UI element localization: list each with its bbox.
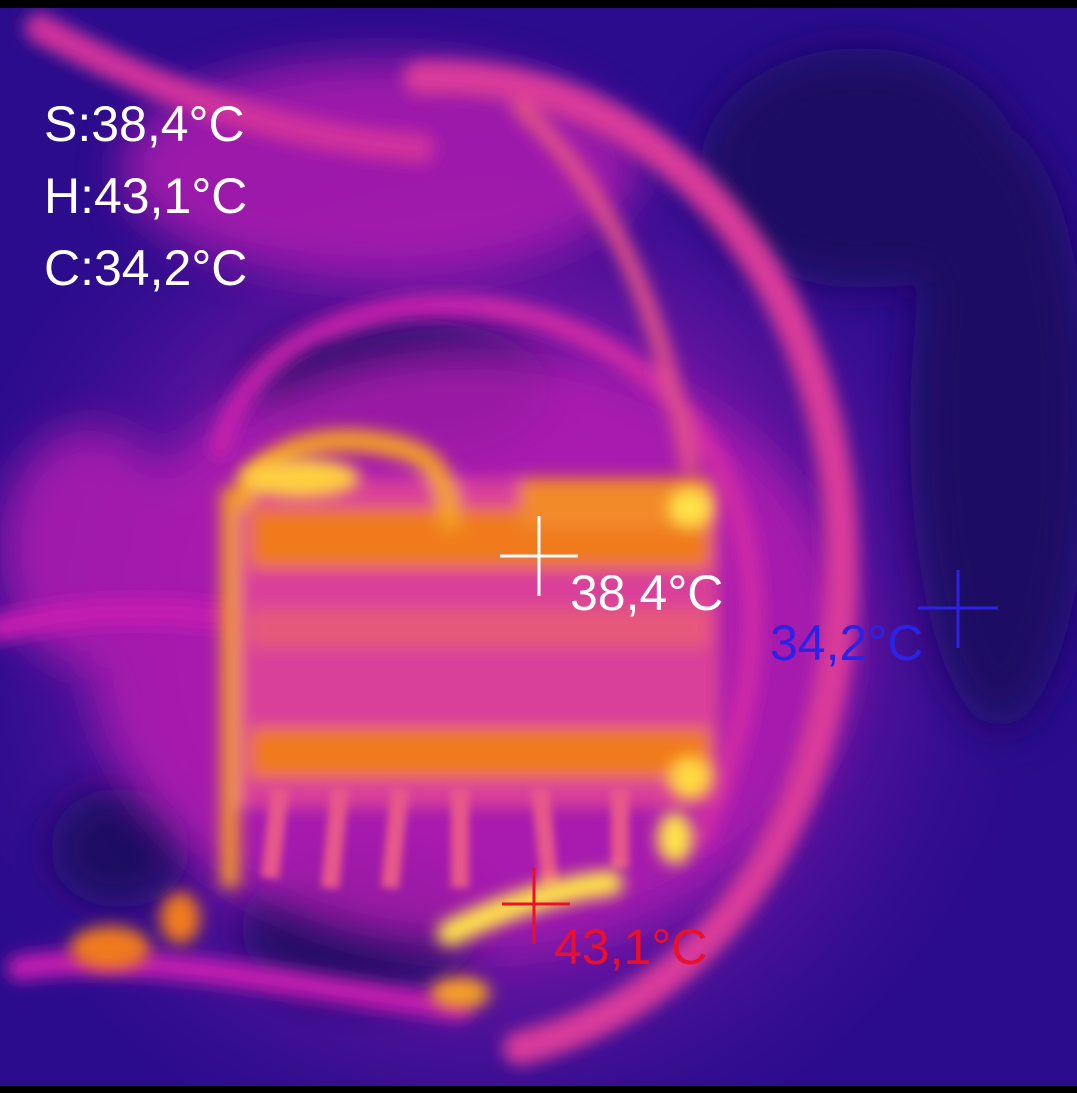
center-spot-label: 38,4°C [570, 565, 724, 621]
hot-spot-label: 43,1°C [554, 919, 708, 975]
temperature-readout: S:38,4°C H:43,1°C C:34,2°C [44, 88, 247, 304]
crosshair-icon [918, 570, 998, 648]
thermal-image-frame: S:38,4°C H:43,1°C C:34,2°C 38,4°C 34,2°C… [0, 8, 1077, 1086]
cold-temperature: C:34,2°C [44, 240, 248, 296]
spot-temperature: S:38,4°C [44, 96, 245, 152]
hot-temperature: H:43,1°C [44, 168, 248, 224]
cold-spot-label: 34,2°C [770, 615, 924, 671]
crosshair-icon [502, 868, 570, 944]
crosshair-icon [500, 516, 578, 596]
